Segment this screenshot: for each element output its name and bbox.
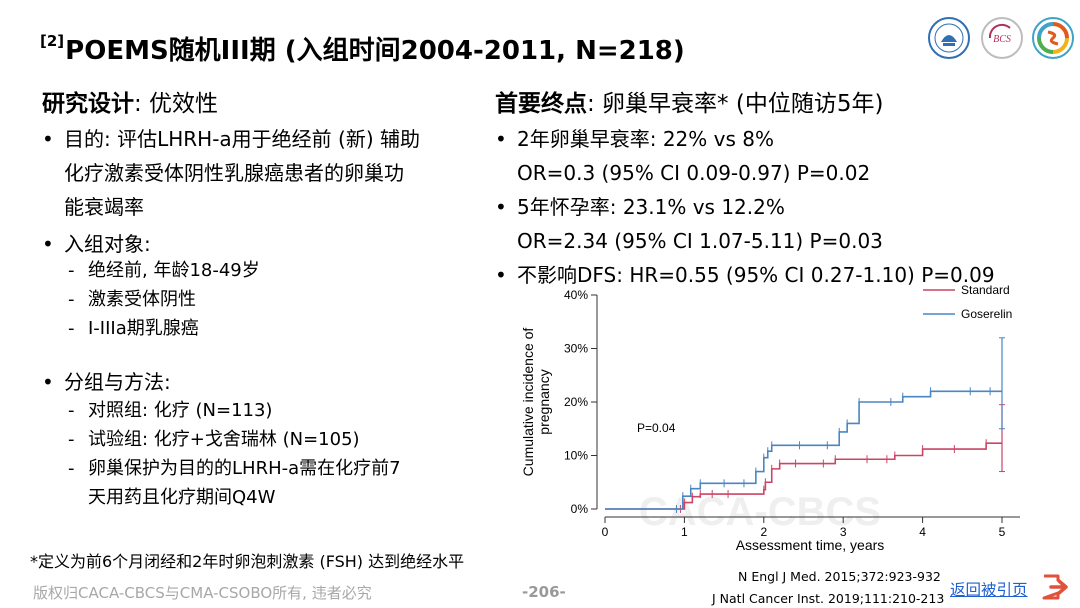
population-bullet: • 入组对象:	[42, 227, 151, 261]
bcs-logo-icon: BCS	[981, 17, 1023, 59]
pof-or: OR=0.3 (95% CI 0.09-0.97) P=0.02	[517, 161, 871, 185]
chart-watermark: CACA-CBCS	[639, 490, 881, 534]
caca-logo-icon	[1032, 17, 1074, 59]
footnote: *定义为前6个月闭经和2年时卵泡刺激素 (FSH) 达到绝经水平	[30, 552, 465, 571]
population-item-age: - 绝经前, 年龄18-49岁	[68, 256, 260, 285]
pregnancy-or: OR=2.34 (95% CI 1.07-5.11) P=0.03	[517, 229, 883, 253]
bullet-dot-icon: •	[495, 195, 507, 219]
pregnancy-incidence-chart: CACA-CBCS 0% 10% 20% 30% 40% 0 1 2 3 4 5 Standard G…	[520, 283, 1020, 553]
dash-icon: -	[68, 289, 75, 310]
pregnancy-rate: 5年怀孕率: 23.1% vs 12.2%	[517, 195, 785, 219]
grouping-item-trial: - 试验组: 化疗+戈舍瑞林 (N=105)	[68, 425, 401, 454]
pof-rate: 2年卵巢早衰率: 22% vs 8%	[517, 127, 774, 151]
dash-icon: -	[68, 429, 75, 450]
dash-icon: -	[68, 400, 75, 421]
grouping-item-control: - 对照组: 化疗 (N=113)	[68, 396, 401, 425]
grouping-item-method-cont: 天用药且化疗期间Q4W	[88, 487, 276, 508]
chart-series	[605, 337, 1005, 513]
bullet-dot-icon: •	[495, 127, 507, 151]
y-tick-label: 40%	[564, 288, 588, 302]
dash-icon: -	[68, 458, 75, 479]
x-tick-label: 2	[760, 525, 767, 539]
page-number: -206-	[522, 583, 566, 601]
copyright-notice: 版权归CACA-CBCS与CMA-CSOBO所有, 违者必究	[33, 584, 372, 602]
y-axis-label: Cumulative incidence ofpregnancy	[520, 328, 552, 477]
population-label: 入组对象:	[64, 232, 151, 256]
legend-label-standard: Standard	[961, 283, 1010, 297]
grouping-item-method: - 卵巢保护为目的的LHRH-a需在化疗前7	[68, 454, 401, 483]
purpose-line1: 目的: 评估LHRH-a用于绝经前 (新) 辅助	[64, 127, 421, 151]
purpose-line3: 能衰竭率	[64, 195, 144, 219]
primary-endpoint-value: : 卵巢早衰率* (中位随访5年)	[587, 91, 884, 117]
grouping-label: 分组与方法:	[64, 370, 171, 394]
dash-icon: -	[68, 260, 75, 281]
cscs-logo-icon	[928, 17, 970, 59]
title-text: POEMS随机III期 (入组时间2004-2011, N=218)	[65, 36, 685, 66]
y-tick-label: 30%	[564, 342, 588, 356]
title-ref-mark: [2]	[40, 32, 65, 50]
x-tick-label: 4	[919, 525, 926, 539]
endpoint-bullets: • 2年卵巢早衰率: 22% vs 8% OR=0.3 (95% CI 0.09-…	[495, 122, 995, 292]
x-axis-label: Assessment time, years	[736, 537, 885, 553]
grouping-list: - 对照组: 化疗 (N=113) - 试验组: 化疗+戈舍瑞林 (N=105) -…	[68, 396, 401, 512]
back-link[interactable]: 返回被引页	[950, 581, 1028, 599]
exit-arrow-icon[interactable]	[1040, 573, 1072, 601]
series-line-standard	[605, 442, 1002, 510]
purpose-bullet: • 目的: 评估LHRH-a用于绝经前 (新) 辅助 化疗激素受体阴性乳腺癌患者的…	[42, 122, 420, 224]
population-item-stage: - I-IIIa期乳腺癌	[68, 314, 260, 343]
x-tick-label: 5	[999, 525, 1006, 539]
study-design-value: : 优效性	[134, 91, 219, 117]
study-design-label: 研究设计	[42, 91, 134, 117]
p-value-annotation: P=0.04	[637, 421, 676, 435]
chart-legend: Standard Goserelin	[923, 283, 1012, 321]
bullet-dot-icon: •	[42, 127, 54, 151]
population-item-hr: - 激素受体阴性	[68, 285, 260, 314]
legend-label-goserelin: Goserelin	[961, 307, 1012, 321]
x-tick-label: 3	[840, 525, 847, 539]
bcs-logo-text: BCS	[993, 34, 1011, 45]
population-list: - 绝经前, 年龄18-49岁 - 激素受体阴性 - I-IIIa期乳腺癌	[68, 256, 260, 343]
primary-endpoint-label: 首要终点	[495, 91, 587, 117]
bullet-dot-icon: •	[42, 232, 54, 256]
slide-title: [2]POEMS随机III期 (入组时间2004-2011, N=218)	[40, 30, 685, 67]
dfs-result: 不影响DFS: HR=0.55 (95% CI 0.27-1.10) P=0.0…	[517, 263, 995, 287]
primary-endpoint-heading: 首要终点: 卵巢早衰率* (中位随访5年)	[495, 84, 883, 118]
reference-nejm: N Engl J Med. 2015;372:923-932	[738, 569, 941, 584]
grouping-bullet: • 分组与方法:	[42, 365, 171, 399]
purpose-line2: 化疗激素受体阴性乳腺癌患者的卵巢功	[64, 161, 404, 185]
y-tick-label: 10%	[564, 449, 588, 463]
reference-jnci: J Natl Cancer Inst. 2019;111:210-213	[712, 591, 945, 606]
x-tick-label: 0	[602, 525, 609, 539]
bullet-dot-icon: •	[42, 370, 54, 394]
dash-icon: -	[68, 318, 75, 339]
study-design-heading: 研究设计: 优效性	[42, 84, 218, 118]
bullet-dot-icon: •	[495, 263, 507, 287]
chart-axes: 0% 10% 20% 30% 40% 0 1 2 3 4 5	[564, 288, 1020, 539]
x-tick-label: 1	[681, 525, 688, 539]
y-tick-label: 20%	[564, 395, 588, 409]
y-tick-label: 0%	[571, 502, 589, 516]
